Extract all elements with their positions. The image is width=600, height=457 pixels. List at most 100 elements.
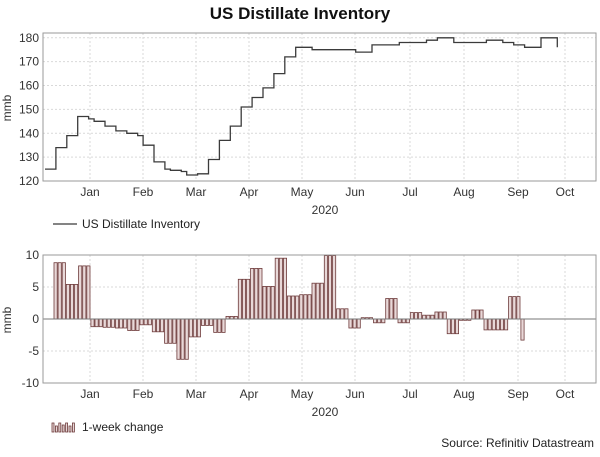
inventory-x-tick: May bbox=[291, 185, 314, 199]
change-x-tick: Jul bbox=[402, 387, 417, 401]
change-bar bbox=[53, 262, 58, 320]
change-bar bbox=[102, 318, 107, 328]
change-x-tick: Feb bbox=[133, 387, 154, 401]
change-bar bbox=[160, 318, 165, 333]
change-bar bbox=[61, 262, 66, 320]
change-bar bbox=[356, 318, 361, 329]
change-bar bbox=[442, 311, 447, 320]
change-bar bbox=[254, 267, 259, 320]
change-x-tick: Aug bbox=[453, 387, 474, 401]
change-bar bbox=[422, 314, 427, 320]
change-bar bbox=[319, 282, 324, 320]
inventory-y-tick: 170 bbox=[19, 55, 39, 69]
change-bar bbox=[495, 318, 500, 331]
inventory-x-tick: Jan bbox=[80, 185, 99, 199]
change-bar bbox=[135, 318, 140, 331]
change-bar bbox=[520, 318, 525, 341]
change-bar bbox=[90, 318, 95, 328]
inventory-x-tick: Aug bbox=[453, 185, 474, 199]
change-x-tick: Apr bbox=[240, 387, 259, 401]
inventory-y-tick: 180 bbox=[19, 31, 39, 45]
inventory-y-tick: 150 bbox=[19, 102, 39, 116]
change-bars bbox=[53, 255, 525, 360]
change-bar bbox=[418, 312, 423, 320]
inventory-x-tick: Mar bbox=[186, 185, 207, 199]
inventory-line bbox=[45, 37, 558, 176]
change-bar bbox=[291, 295, 296, 320]
change-bar bbox=[131, 318, 136, 331]
change-bar bbox=[430, 314, 435, 320]
change-bar bbox=[348, 318, 353, 329]
change-bar bbox=[94, 318, 99, 328]
change-bar bbox=[192, 318, 197, 338]
change-y-tick: -10 bbox=[22, 376, 40, 390]
change-plot-frame bbox=[42, 254, 597, 384]
change-bar bbox=[413, 312, 418, 320]
inventory-y-tick: 160 bbox=[19, 79, 39, 93]
change-bar bbox=[381, 318, 386, 324]
change-bar bbox=[237, 278, 242, 320]
source-note: Source: Refinitiv Datastream bbox=[441, 436, 594, 450]
change-bar bbox=[262, 285, 267, 320]
change-bar bbox=[504, 318, 509, 331]
change-bar bbox=[168, 318, 173, 344]
change-bar bbox=[397, 318, 402, 324]
change-bar bbox=[217, 318, 222, 333]
change-bar bbox=[450, 318, 455, 335]
change-bar bbox=[164, 318, 169, 344]
change-bar bbox=[344, 308, 349, 320]
change-bar bbox=[373, 318, 378, 324]
change-bar bbox=[74, 283, 79, 320]
change-bar bbox=[250, 267, 255, 320]
inventory-legend-label: US Distillate Inventory bbox=[82, 217, 200, 231]
change-bar bbox=[377, 318, 382, 324]
change-bar bbox=[315, 282, 320, 320]
change-bar bbox=[311, 282, 316, 320]
legend-bar bbox=[68, 425, 72, 433]
change-bar bbox=[213, 318, 218, 333]
change-x-tick: Jan bbox=[80, 387, 99, 401]
change-bar bbox=[487, 318, 492, 331]
change-bar bbox=[508, 296, 513, 320]
change-bar bbox=[323, 255, 328, 320]
change-y-label: mmb bbox=[0, 306, 14, 333]
change-bar bbox=[499, 318, 504, 331]
change-bar bbox=[184, 318, 189, 360]
change-bar bbox=[332, 255, 337, 320]
inventory-plot-frame bbox=[42, 32, 597, 182]
change-bar bbox=[270, 285, 275, 320]
change-y-tick: 0 bbox=[32, 312, 39, 326]
change-bar bbox=[340, 308, 345, 320]
change-bar bbox=[205, 318, 210, 326]
change-bar bbox=[512, 296, 517, 320]
inventory-y-label: mmb bbox=[0, 94, 14, 121]
inventory-legend: US Distillate Inventory bbox=[53, 217, 200, 231]
inventory-x-tick: Oct bbox=[556, 185, 575, 199]
change-bar bbox=[82, 265, 87, 320]
change-x-ticks: Jan Feb Mar Apr May Jun Jul Aug Sep Oct bbox=[80, 387, 575, 401]
change-bar bbox=[438, 311, 443, 320]
change-bar bbox=[307, 294, 312, 320]
change-bar bbox=[65, 283, 70, 320]
change-bar bbox=[516, 296, 521, 320]
change-bar bbox=[389, 298, 394, 320]
change-bar bbox=[86, 265, 91, 320]
inventory-x-tick: Feb bbox=[133, 185, 154, 199]
change-x-tick: Mar bbox=[186, 387, 207, 401]
change-bar bbox=[491, 318, 496, 331]
change-y-tick: 10 bbox=[26, 248, 40, 262]
change-bar bbox=[258, 267, 263, 320]
change-x-tick: Oct bbox=[556, 387, 575, 401]
change-bar bbox=[336, 308, 341, 320]
change-bar bbox=[110, 318, 115, 328]
change-bar bbox=[426, 314, 431, 320]
change-bar bbox=[479, 309, 484, 320]
change-legend-label: 1-week change bbox=[82, 420, 164, 434]
change-bar bbox=[151, 318, 156, 333]
change-bar bbox=[483, 318, 488, 331]
change-bar bbox=[401, 318, 406, 324]
change-bar bbox=[188, 318, 193, 338]
change-panel: -10 -5 0 5 10 Jan Feb Mar Apr May Jun Jul Aug Sep Oct… bbox=[0, 248, 597, 434]
